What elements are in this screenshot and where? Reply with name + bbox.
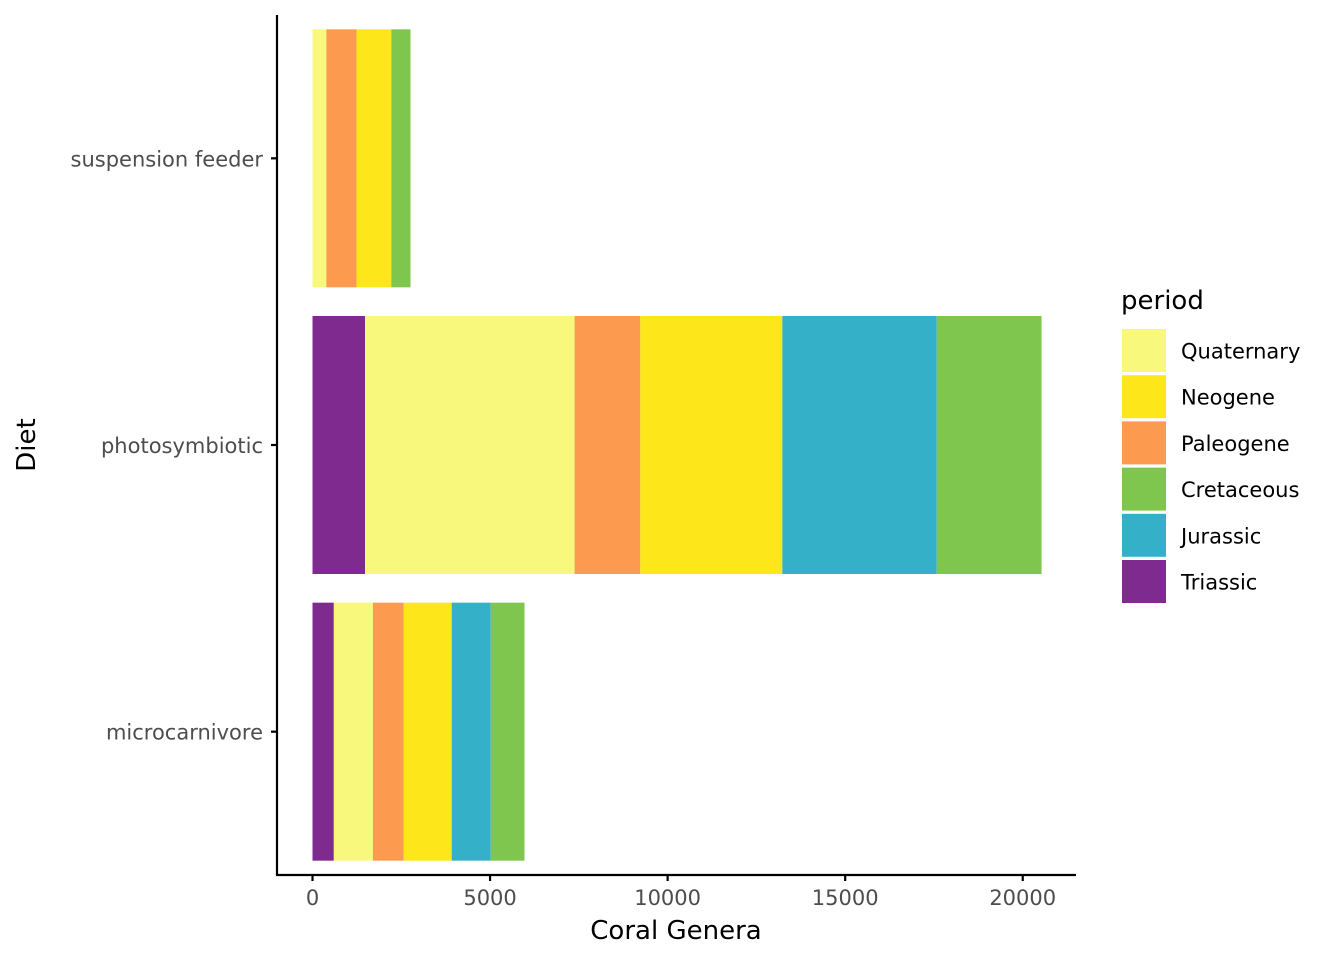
legend-key-jurassic bbox=[1122, 513, 1166, 557]
legend-key-paleogene bbox=[1122, 421, 1166, 465]
y-tick-label: photosymbiotic bbox=[101, 434, 263, 458]
bar-microcarnivore-quaternary bbox=[333, 602, 373, 861]
x-tick-label: 15000 bbox=[812, 886, 879, 910]
x-axis-title: Coral Genera bbox=[590, 916, 761, 946]
bar-microcarnivore-neogene bbox=[403, 602, 452, 861]
x-tick-label: 0 bbox=[306, 886, 319, 910]
x-tick-label: 20000 bbox=[989, 886, 1056, 910]
x-tick-label: 10000 bbox=[634, 886, 701, 910]
legend-label-cretaceous: Cretaceous bbox=[1181, 478, 1299, 502]
legend-key-cretaceous bbox=[1122, 467, 1166, 511]
bar-microcarnivore-cretaceous bbox=[490, 602, 525, 861]
legend: period Quaternary Neogene Paleogene Cretace… bbox=[1121, 286, 1300, 603]
bar-microcarnivore-jurassic bbox=[451, 602, 491, 861]
y-tick-label: microcarnivore bbox=[106, 721, 263, 745]
bar-suspension-feeder-cretaceous bbox=[391, 29, 411, 288]
legend-label-paleogene: Paleogene bbox=[1181, 432, 1290, 456]
x-tick-label: 5000 bbox=[463, 886, 516, 910]
bar-photosymbiotic-quaternary bbox=[365, 316, 575, 574]
y-axis-title: Diet bbox=[12, 418, 42, 471]
legend-title: period bbox=[1121, 286, 1204, 316]
bar-photosymbiotic-neogene bbox=[640, 316, 783, 574]
legend-label-quaternary: Quaternary bbox=[1181, 340, 1300, 364]
bar-suspension-feeder-paleogene bbox=[326, 29, 357, 288]
legend-key-quaternary bbox=[1122, 329, 1166, 372]
bar-photosymbiotic-jurassic bbox=[782, 316, 937, 574]
legend-key-triassic bbox=[1122, 560, 1166, 603]
bar-microcarnivore-paleogene bbox=[372, 602, 404, 861]
y-axis-ticks: suspension feeder photosymbiotic microcarn… bbox=[71, 147, 277, 745]
bar-microcarnivore-triassic bbox=[312, 602, 334, 861]
y-tick-label: suspension feeder bbox=[71, 147, 264, 171]
bar-photosymbiotic-triassic bbox=[312, 316, 366, 574]
bar-suspension-feeder-neogene bbox=[356, 29, 392, 288]
legend-label-triassic: Triassic bbox=[1180, 571, 1257, 595]
x-axis-ticks: 0 5000 10000 15000 20000 bbox=[306, 875, 1056, 910]
legend-label-neogene: Neogene bbox=[1181, 386, 1275, 410]
legend-key-neogene bbox=[1122, 375, 1166, 419]
legend-label-jurassic: Jurassic bbox=[1179, 524, 1261, 548]
bars-layer bbox=[312, 29, 1042, 861]
bar-photosymbiotic-paleogene bbox=[574, 316, 641, 574]
bar-suspension-feeder-quaternary bbox=[312, 29, 327, 288]
legend-items: Quaternary Neogene Paleogene Cretaceous Jura… bbox=[1122, 329, 1300, 603]
bar-photosymbiotic-cretaceous bbox=[936, 316, 1042, 574]
